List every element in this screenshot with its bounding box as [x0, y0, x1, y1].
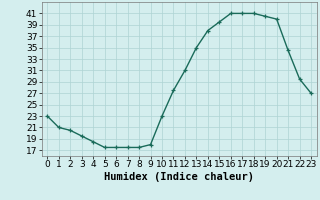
X-axis label: Humidex (Indice chaleur): Humidex (Indice chaleur)	[104, 172, 254, 182]
